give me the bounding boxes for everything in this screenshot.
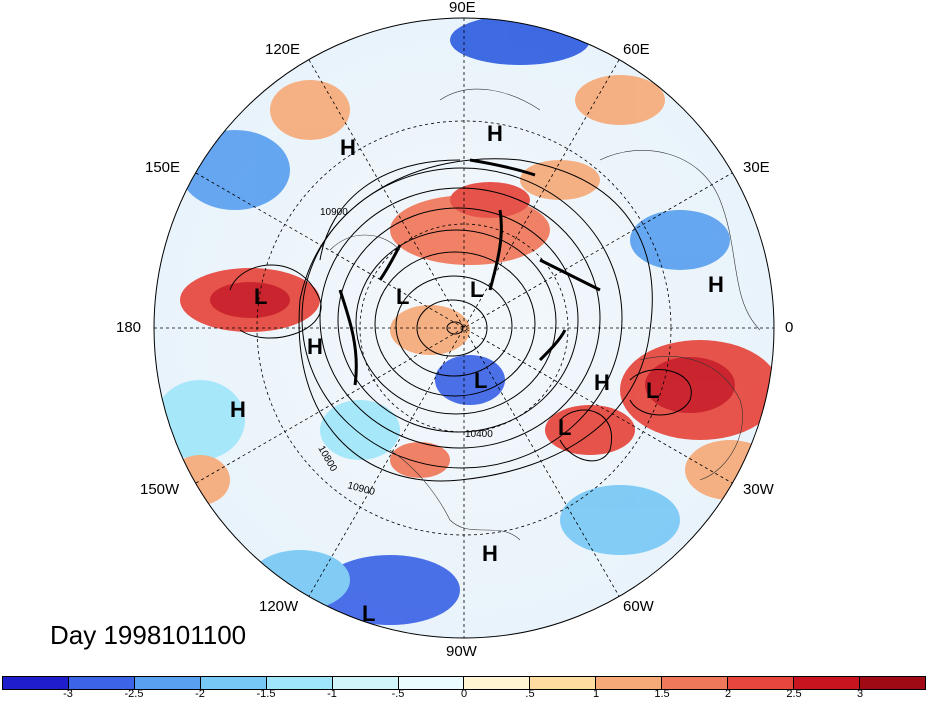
colorbar-segment — [596, 677, 663, 689]
lon-label-60e: 60E — [623, 41, 650, 58]
colorbar-tick-label: -.5 — [391, 688, 405, 700]
low-pressure-marker: L — [474, 368, 487, 393]
contour-label-10400: 10400 — [465, 429, 493, 440]
colorbar-tick-label: 3 — [856, 688, 864, 700]
high-pressure-marker: H — [340, 135, 356, 160]
colorbar-tick-label: -1.5 — [256, 688, 276, 700]
lon-label-120e: 120E — [265, 41, 301, 58]
colorbar-segment — [332, 677, 399, 689]
high-pressure-marker: H — [594, 370, 610, 395]
lon-label-30w: 30W — [743, 481, 774, 498]
map-border — [153, 17, 775, 639]
lon-label-150e: 150E — [145, 159, 181, 176]
lon-label-30e: 30E — [743, 159, 770, 176]
day-title: Day 1998101100 — [50, 620, 247, 650]
colorbar-tick-label: 2.5 — [786, 688, 802, 700]
colorbar-segment — [728, 677, 795, 689]
lon-label-90e: 90E — [449, 0, 476, 16]
contour-label-10900-upper: 10900 — [320, 207, 348, 218]
colorbar-segment — [662, 677, 729, 689]
low-pressure-marker: L — [362, 601, 375, 626]
colorbar-tick-label: .5 — [525, 688, 535, 700]
colorbar-tick-label: 1 — [592, 688, 600, 700]
colorbar-tick-label: 0 — [460, 688, 468, 700]
colorbar-tick-label: -3 — [63, 688, 73, 700]
lon-label-120w: 120W — [259, 598, 299, 615]
colorbar — [2, 676, 926, 690]
lon-label-180: 180 — [116, 319, 142, 336]
colorbar-segment — [266, 677, 333, 689]
colorbar-tick-label: -1 — [327, 688, 337, 700]
high-pressure-marker: H — [482, 541, 498, 566]
colorbar-tick-label: 2 — [724, 688, 732, 700]
colorbar-segment — [794, 677, 860, 689]
colorbar-tick-label: -2 — [195, 688, 205, 700]
colorbar-segment — [134, 677, 201, 689]
graticule — [154, 18, 774, 638]
wind-contours — [338, 158, 601, 386]
low-pressure-marker: L — [254, 284, 267, 309]
high-pressure-marker: H — [487, 121, 503, 146]
colorbar-segment — [530, 677, 597, 689]
colorbar-tick-label: -2.5 — [124, 688, 144, 700]
low-pressure-marker: L — [470, 277, 483, 302]
high-pressure-marker: H — [708, 272, 724, 297]
low-pressure-marker: L — [396, 284, 409, 309]
lon-label-90w: 90W — [446, 643, 477, 660]
lon-label-150w: 150W — [140, 481, 180, 498]
colorbar-segment — [3, 677, 69, 689]
colorbar-segment — [398, 677, 465, 689]
colorbar-segment — [68, 677, 135, 689]
lon-label-60w: 60W — [623, 598, 654, 615]
colorbar-segment — [464, 677, 531, 689]
height-contours — [229, 158, 692, 482]
low-pressure-marker: L — [646, 378, 659, 403]
low-pressure-marker: L — [558, 415, 571, 440]
lon-label-0: 0 — [785, 319, 794, 336]
colorbar-segment — [200, 677, 267, 689]
high-pressure-marker: H — [230, 397, 246, 422]
colorbar-tick-label: 1.5 — [654, 688, 670, 700]
high-pressure-marker: H — [307, 334, 323, 359]
colorbar-segment — [859, 677, 925, 689]
